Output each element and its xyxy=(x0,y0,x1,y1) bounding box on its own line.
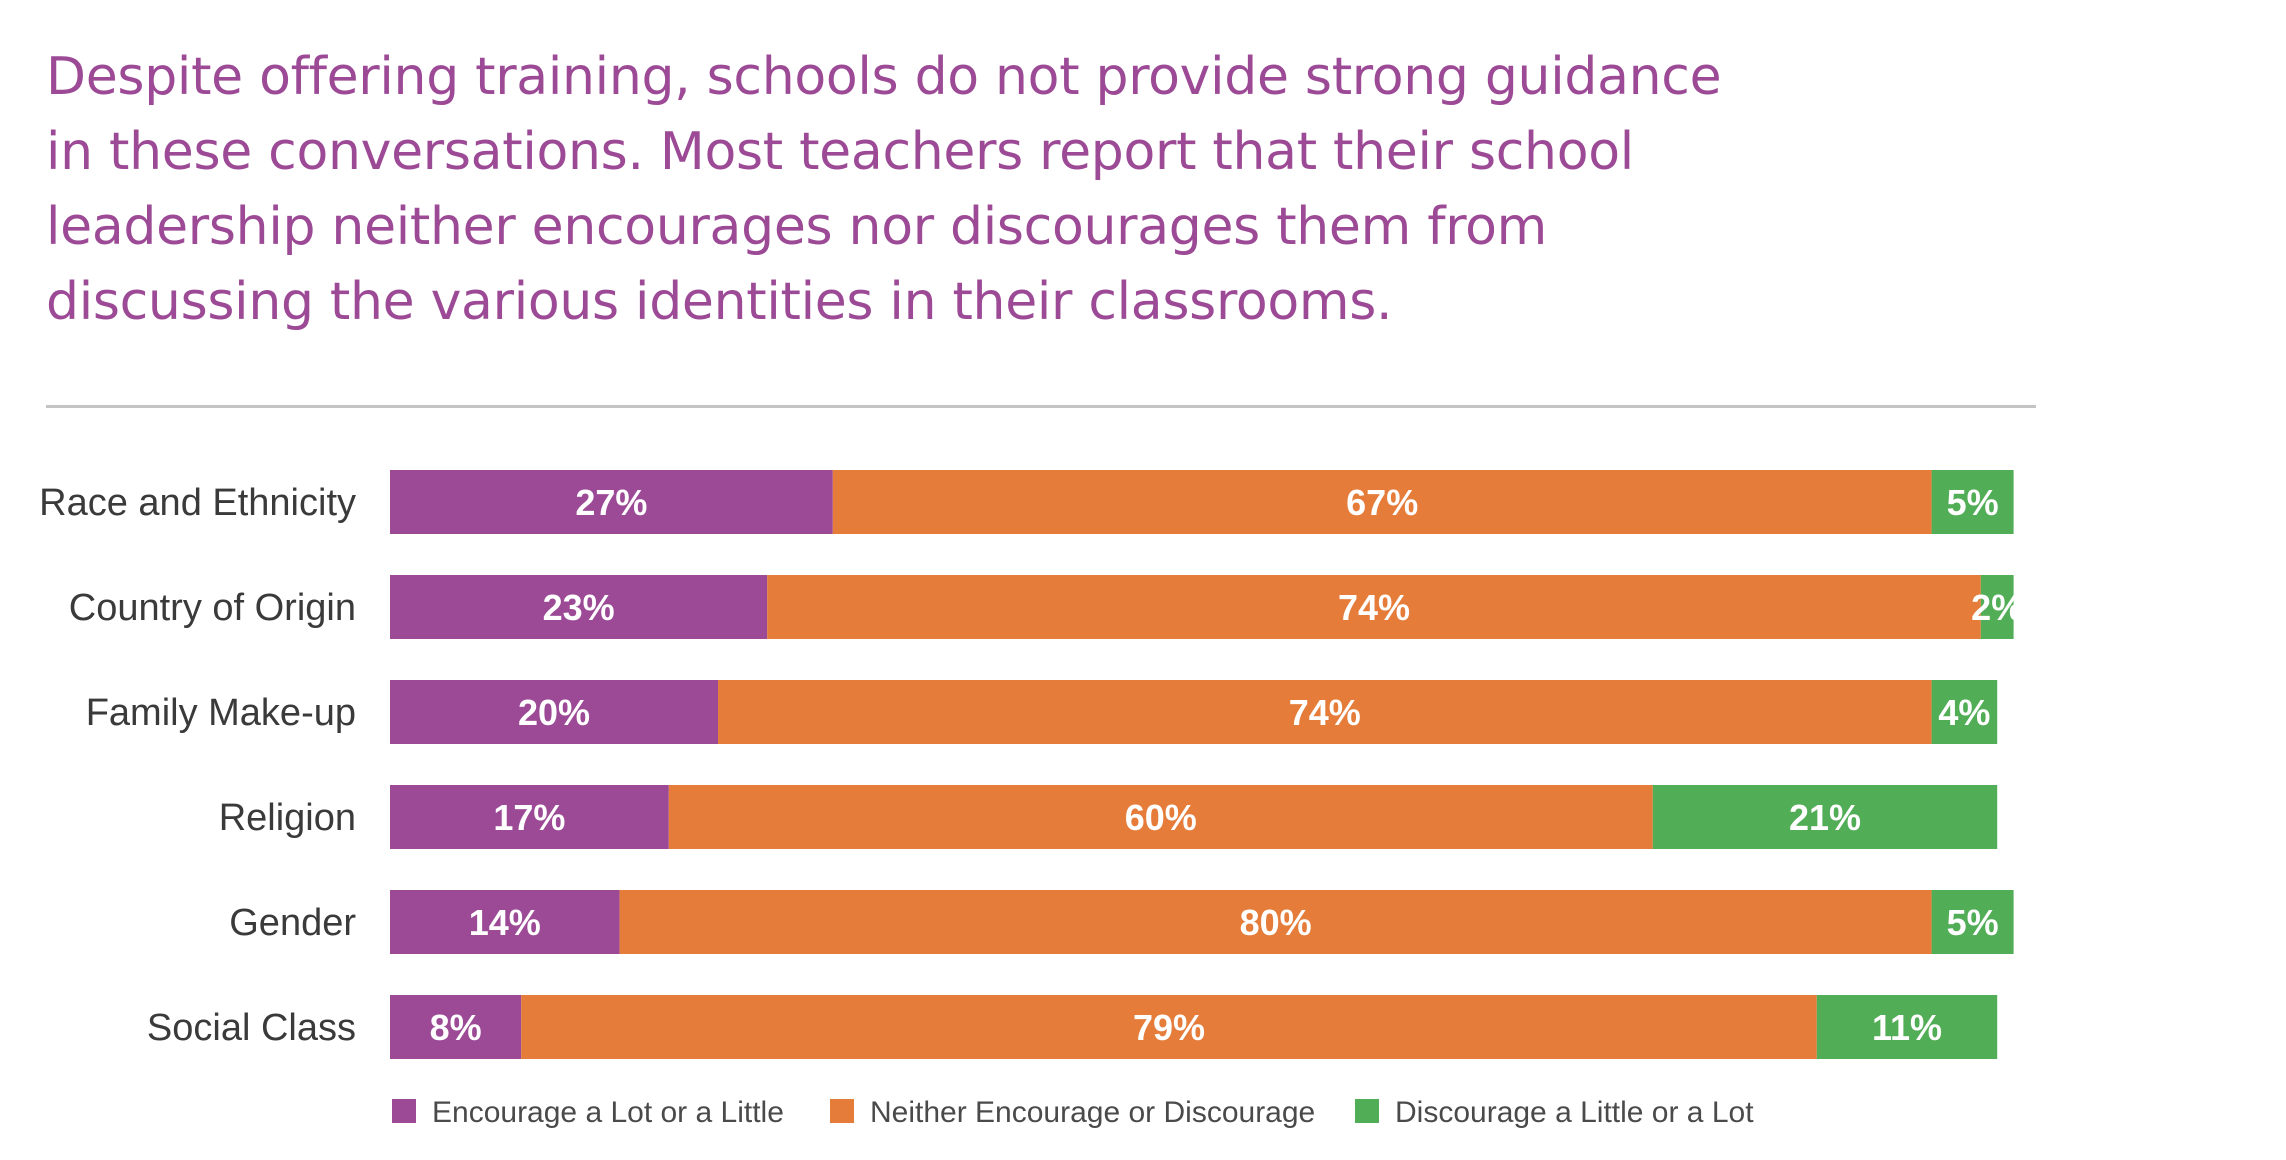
value-label-country-of-origin-neither: 74% xyxy=(1338,587,1410,628)
bar-religion-encourage xyxy=(390,785,669,849)
bar-family-make-up-discourage xyxy=(1931,680,1998,744)
value-label-religion-discourage: 21% xyxy=(1789,797,1861,838)
category-label-family-make-up: Family Make-up xyxy=(86,692,356,734)
bar-race-and-ethnicity-neither xyxy=(832,470,1932,534)
bar-race-and-ethnicity-discourage xyxy=(1931,470,2014,534)
value-label-race-and-ethnicity-discourage: 5% xyxy=(1947,482,1999,523)
value-label-social-class-encourage: 8% xyxy=(430,1007,482,1048)
value-label-family-make-up-neither: 74% xyxy=(1289,692,1361,733)
legend-swatch-discourage xyxy=(1355,1099,1379,1123)
value-label-religion-encourage: 17% xyxy=(493,797,565,838)
headline-line-4: discussing the various identities in the… xyxy=(46,272,1393,332)
bars-group: Race and Ethnicity 27% 67% 5% Country of Ori… xyxy=(39,470,2023,1059)
category-label-religion: Religion xyxy=(219,797,356,839)
value-label-social-class-discourage: 11% xyxy=(1872,1007,1942,1048)
legend-label-neither: Neither Encourage or Discourage xyxy=(870,1096,1315,1129)
legend-label-encourage: Encourage a Lot or a Little xyxy=(432,1096,784,1129)
bar-religion-neither xyxy=(668,785,1653,849)
category-label-social-class: Social Class xyxy=(147,1007,356,1049)
value-label-gender-discourage: 5% xyxy=(1947,902,1999,943)
category-label-gender: Gender xyxy=(229,902,356,944)
value-label-religion-neither: 60% xyxy=(1125,797,1197,838)
headline-line-2: in these conversations. Most teachers re… xyxy=(46,122,1634,182)
bar-gender-discourage xyxy=(1931,890,2014,954)
bar-country-of-origin-discourage xyxy=(1980,575,2014,639)
value-label-family-make-up-discourage: 4% xyxy=(1938,692,1990,733)
bar-family-make-up-encourage xyxy=(390,680,718,744)
category-label-race-and-ethnicity: Race and Ethnicity xyxy=(39,482,356,524)
legend: Encourage a Lot or a Little Neither Encou… xyxy=(392,1096,1754,1129)
bar-social-class-discourage xyxy=(1816,995,1998,1059)
legend-swatch-neither xyxy=(830,1099,854,1123)
value-label-race-and-ethnicity-encourage: 27% xyxy=(575,482,647,523)
bar-country-of-origin-neither xyxy=(767,575,1981,639)
bar-religion-discourage xyxy=(1652,785,1998,849)
legend-label-discourage: Discourage a Little or a Lot xyxy=(1395,1096,1754,1129)
value-label-gender-neither: 80% xyxy=(1240,902,1312,943)
legend-swatch-encourage xyxy=(392,1099,416,1123)
value-label-country-of-origin-discourage: 2% xyxy=(1971,587,2023,628)
value-label-social-class-neither: 79% xyxy=(1133,1007,1205,1048)
value-label-gender-encourage: 14% xyxy=(469,902,541,943)
bar-gender-neither xyxy=(619,890,1932,954)
divider-rule xyxy=(46,405,2036,408)
bar-gender-encourage xyxy=(390,890,620,954)
category-label-country-of-origin: Country of Origin xyxy=(69,587,356,629)
bar-social-class-neither xyxy=(521,995,1817,1059)
bar-country-of-origin-encourage xyxy=(390,575,768,639)
bar-social-class-encourage xyxy=(390,995,522,1059)
value-label-race-and-ethnicity-neither: 67% xyxy=(1346,482,1418,523)
value-label-country-of-origin-encourage: 23% xyxy=(543,587,615,628)
bar-family-make-up-neither xyxy=(718,680,1932,744)
headline-line-1: Despite offering training, schools do no… xyxy=(46,47,1722,107)
headline-line-3: leadership neither encourages nor discou… xyxy=(46,197,1548,257)
value-label-family-make-up-encourage: 20% xyxy=(518,692,590,733)
bar-race-and-ethnicity-encourage xyxy=(390,470,833,534)
chart-headline: Despite offering training, schools do no… xyxy=(46,40,1746,340)
